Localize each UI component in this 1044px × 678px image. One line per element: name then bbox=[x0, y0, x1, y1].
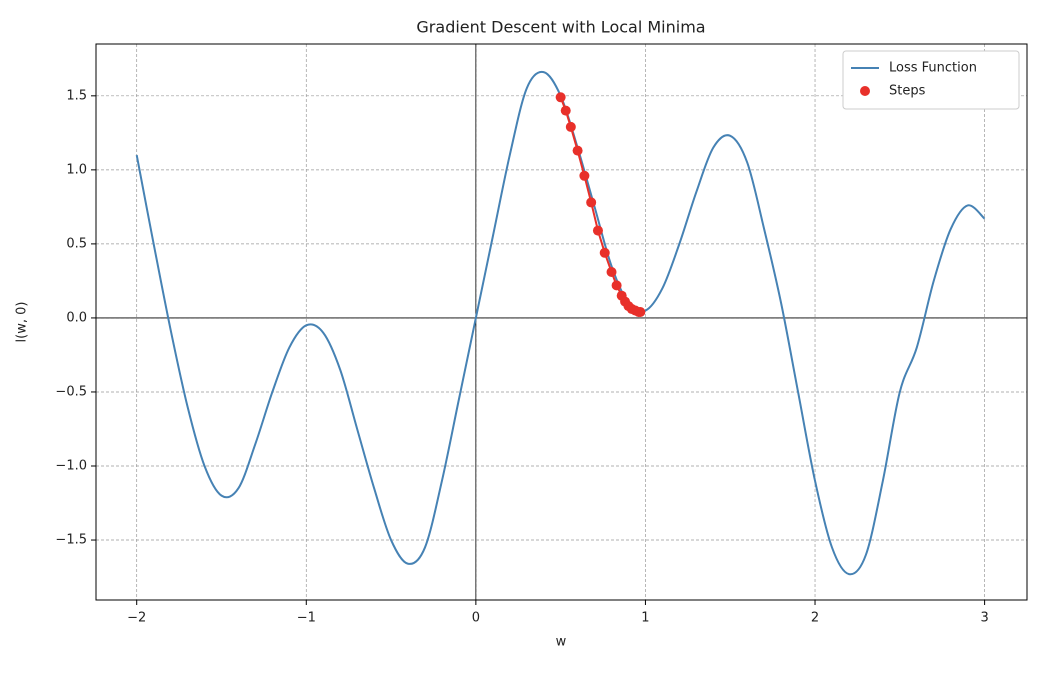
x-axis-label: w bbox=[556, 635, 567, 650]
x-tick-label: −1 bbox=[297, 611, 316, 626]
legend-marker bbox=[860, 86, 870, 96]
step-point bbox=[606, 267, 617, 278]
x-tick-label: 0 bbox=[472, 611, 480, 626]
step-point bbox=[611, 280, 622, 291]
legend-label: Loss Function bbox=[889, 61, 977, 76]
step-point bbox=[560, 105, 571, 116]
plot-frame bbox=[95, 43, 1028, 601]
step-point bbox=[555, 92, 566, 103]
legend-label: Steps bbox=[889, 84, 926, 99]
y-tick-label: 1.5 bbox=[66, 88, 87, 103]
step-point bbox=[572, 145, 583, 156]
loss-line bbox=[135, 70, 986, 576]
y-axis-label: l(w, 0) bbox=[15, 302, 30, 343]
step-point bbox=[599, 247, 610, 258]
step-point bbox=[579, 170, 590, 181]
x-tick-label: 2 bbox=[811, 611, 819, 626]
y-tick-label: 0.0 bbox=[66, 310, 87, 325]
step-point bbox=[565, 121, 576, 132]
step-point bbox=[592, 225, 603, 236]
legend-box bbox=[842, 50, 1020, 110]
x-tick-label: −2 bbox=[127, 611, 146, 626]
y-tick-label: 0.5 bbox=[66, 236, 87, 251]
x-tick-label: 1 bbox=[641, 611, 649, 626]
legend: Loss Function Steps bbox=[842, 50, 1020, 110]
chart-title: Gradient Descent with Local Minima bbox=[416, 18, 705, 37]
x-tick-label: 3 bbox=[980, 611, 988, 626]
step-point bbox=[586, 197, 597, 208]
y-tick-label: 1.0 bbox=[66, 162, 87, 177]
y-tick-label: −0.5 bbox=[55, 384, 87, 399]
y-tick-label: −1.0 bbox=[55, 458, 87, 473]
step-point bbox=[635, 307, 646, 318]
y-tick-label: −1.5 bbox=[55, 533, 87, 548]
